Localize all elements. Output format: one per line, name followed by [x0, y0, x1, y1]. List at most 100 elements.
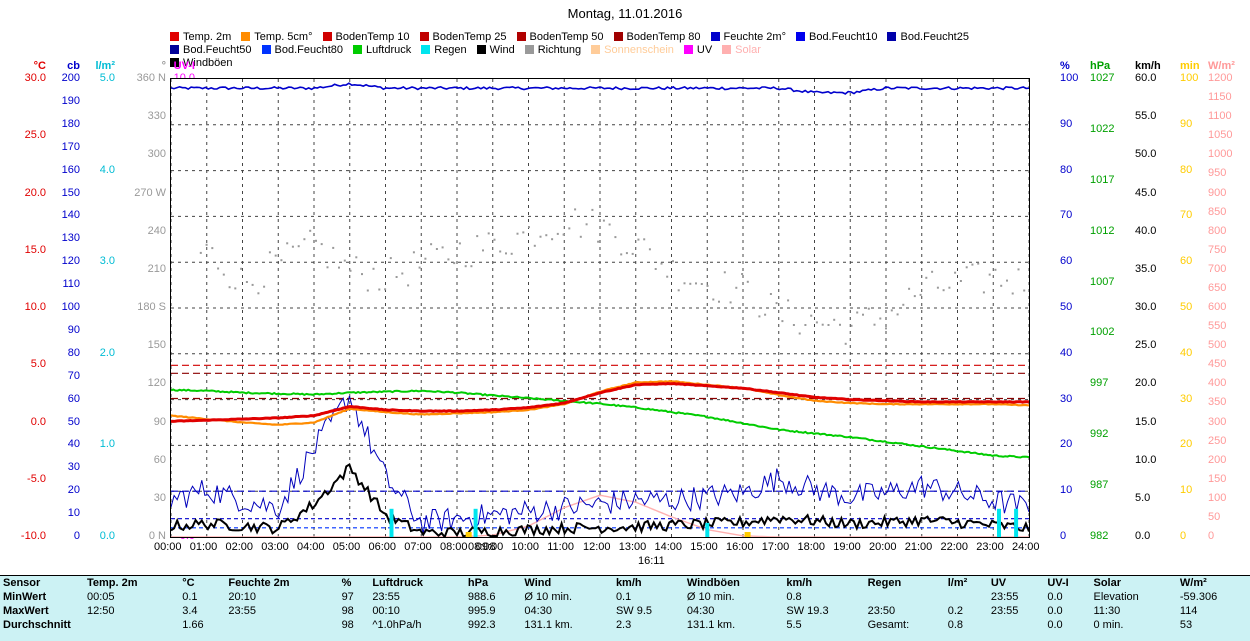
axis-liter-tick: 0.0 [99, 530, 115, 542]
axis-solar-tick: 0 [1208, 530, 1215, 542]
summary-cell-value: 97 [341, 591, 354, 603]
summary-cell-time: 04:30 [524, 605, 552, 617]
axis-wind-tick: 5.0 [1135, 491, 1151, 504]
axis-solar-tick: 800 [1208, 224, 1227, 237]
x-tick-label: 00:00 [154, 541, 182, 553]
axis-solar-tick: 900 [1208, 186, 1227, 199]
x-tick-label: 11:00 [547, 541, 574, 553]
summary-row-label: Durchschnitt [3, 619, 71, 631]
legend-item-label: Regen [434, 43, 467, 56]
legend-item-label: Sonnenschein [604, 43, 674, 56]
axis-direction-tick: 90 [153, 415, 166, 428]
axis-solar-tick: 1000 [1208, 148, 1233, 161]
axis-cb-tick: 140 [61, 209, 80, 222]
axis-sun-tick: 70 [1180, 209, 1193, 222]
legend-color-swatch [524, 45, 534, 54]
axis-temp-tick: -10.0 [20, 530, 46, 542]
axis-cb-tick: 120 [61, 255, 80, 268]
summary-cell-value: -59.306 [1179, 591, 1218, 603]
x-tick-label: 23:00 [976, 541, 1004, 553]
axis-temp-tick: 25.0 [24, 129, 46, 142]
summary-col-unit: W/m² [1179, 577, 1207, 589]
summary-cell-time: 23:55 [990, 605, 1019, 617]
summary-cell-value: 0.1 [182, 591, 198, 603]
axis-wind-tick: 10.0 [1135, 453, 1157, 466]
axis-direction-tick: 360 N [136, 72, 166, 84]
spacer-cell [74, 618, 84, 632]
legend-item: Luftdruck [353, 44, 411, 56]
legend-item: Bod.Feucht80 [261, 43, 344, 56]
legend-item-label: BodenTemp 25 [432, 30, 507, 43]
axis-solar-tick: 300 [1208, 415, 1227, 428]
axis-cb-tick: 20 [67, 484, 80, 497]
summary-cell-time: 20:10 [228, 591, 256, 603]
axis-cb-tick: 60 [67, 392, 80, 405]
summary-cell-time: 0 min. [1093, 619, 1124, 631]
x-tick-label: 06:00 [368, 541, 397, 553]
axis-wind-tick: 15.0 [1135, 415, 1157, 428]
axis-solar-tick: 500 [1208, 339, 1227, 352]
axis-humidity-tick: 0 [1060, 530, 1067, 542]
legend-row: Bod.Feucht50 Bod.Feucht80 Luftdruck Regen Wi… [170, 43, 1070, 56]
page-title: Montag, 11.01.2016 [567, 6, 683, 21]
axis-humidity-tick: 70 [1060, 209, 1073, 222]
summary-cell-value: 0.1 [615, 591, 632, 603]
summary-col-header: Sensor [3, 577, 41, 589]
summary-header-row: Sensor Temp. 2m °C Feuchte 2m% Luftdruck hPa W… [0, 576, 1250, 590]
summary-col-unit: °C [182, 577, 195, 589]
legend-item-label: Richtung [537, 43, 582, 56]
legend-item-label: Luftdruck [366, 43, 412, 56]
legend-item-label: Solar [735, 43, 761, 56]
legend-item: Bod.Feucht50 [170, 44, 252, 56]
legend-item-label: Bod.Feucht80 [274, 43, 344, 56]
legend-item: Temp. 2m [170, 31, 231, 43]
x-tick-label: 05:00 [332, 541, 361, 553]
x-tick-label: 22:00 [940, 541, 969, 553]
legend-item-label: UV [696, 43, 713, 56]
summary-cell-time: 23:50 [867, 605, 896, 617]
axis-direction-tick: 300 [147, 148, 166, 161]
axis-pressure-tick: 992 [1090, 428, 1109, 441]
summary-cell-value: 2.3 [615, 619, 632, 631]
axis-liter-tick: 3.0 [99, 255, 115, 268]
axis-cb-unit: cb [67, 60, 80, 72]
axis-cb-tick: 160 [61, 163, 80, 176]
legend-color-swatch [421, 45, 431, 54]
x-annotation: 08:08 [468, 541, 496, 553]
axis-wind-tick: 55.0 [1135, 110, 1157, 123]
summary-col-header: Wind [524, 577, 552, 589]
axis-direction-tick: 120 [147, 377, 166, 390]
axis-sun-tick: 20 [1180, 438, 1193, 451]
axis-sun-tick: 60 [1180, 255, 1193, 268]
legend-color-swatch [887, 32, 897, 41]
summary-cell-value: 992.3 [467, 619, 496, 631]
axis-cb-tick: 190 [61, 94, 80, 107]
summary-cell-value [945, 590, 988, 604]
axis-sun-tick: 90 [1180, 117, 1193, 130]
axis-temp-tick: 5.0 [30, 358, 46, 371]
summary-cell-value: 0.8 [947, 619, 964, 631]
axis-solar-tick: 700 [1208, 262, 1227, 275]
x-axis-labels: 00:00 01:00 02:00 03:00 04:00 05:00 06:00 07:00… [154, 541, 1050, 555]
chart-legend: Temp. 2m Temp. 5cm° BodenTemp 10 BodenTemp … [170, 30, 1070, 69]
axis-solar-tick: 650 [1208, 281, 1227, 294]
axis-wind-tick: 50.0 [1135, 148, 1157, 161]
axis-humidity-tick: 40 [1060, 346, 1073, 359]
summary-cell-value: 0.2 [947, 605, 964, 617]
summary-table-container: Sensor Temp. 2m °C Feuchte 2m% Luftdruck hPa W… [0, 575, 1250, 641]
axis-solar-tick: 1050 [1208, 129, 1233, 142]
legend-item-label: Temp. 5cm° [254, 30, 313, 43]
spacer-cell [74, 576, 84, 590]
legend-color-swatch [353, 45, 362, 54]
axis-temp-unit: °C [33, 60, 46, 72]
axis-cb-tick: 50 [67, 415, 80, 428]
summary-cell-value: 0.0 [1047, 591, 1063, 603]
axis-liter-unit: l/m² [95, 60, 115, 72]
summary-cell-value: 0.0 [1047, 619, 1063, 631]
axis-solar-tick: 150 [1208, 472, 1227, 485]
summary-cell-value: SW 9.5 [615, 605, 653, 617]
summary-cell-time [84, 618, 179, 632]
legend-item-label: BodenTemp 80 [626, 30, 701, 43]
summary-cell-time: 00:05 [86, 591, 115, 603]
legend-item: Sonnenschein [591, 44, 674, 56]
